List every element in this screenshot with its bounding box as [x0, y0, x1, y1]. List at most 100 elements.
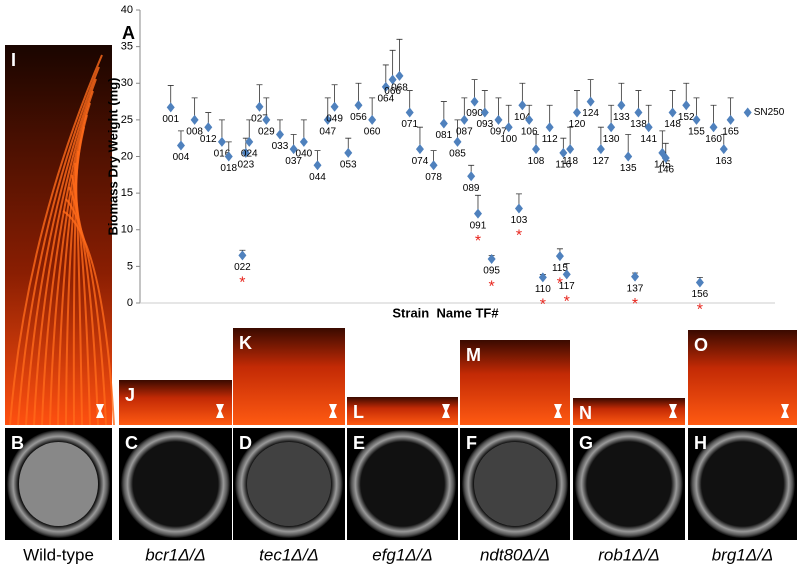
point-label: 103: [511, 215, 528, 226]
point-label: 146: [657, 165, 674, 176]
point: [596, 144, 605, 155]
point-label: 047: [319, 127, 336, 138]
significance-star: *: [632, 296, 638, 313]
point-label: 018: [220, 163, 237, 174]
hypha: [9, 54, 103, 426]
point-label: 106: [521, 127, 538, 138]
point: [405, 107, 414, 118]
hypha: [74, 162, 83, 426]
panel-letter: E: [353, 433, 365, 453]
point: [354, 100, 363, 111]
point-label: 090: [466, 108, 483, 119]
point: [323, 114, 332, 125]
point-label: 060: [364, 127, 381, 138]
hypha: [62, 210, 115, 426]
point-label: 133: [613, 112, 630, 123]
hypha: [17, 66, 100, 426]
point: [668, 107, 677, 118]
point-label: 160: [705, 134, 722, 145]
point-label: 049: [326, 113, 343, 124]
point: [566, 144, 575, 155]
biofilm: [474, 442, 556, 526]
point-label: 071: [401, 119, 418, 130]
panel-letter: M: [466, 345, 481, 365]
point: [262, 114, 271, 125]
y-tick-label: 10: [121, 224, 133, 236]
point-label: 115: [552, 263, 568, 274]
point: [460, 114, 469, 125]
point: [572, 107, 581, 118]
well-caption: bcr1Δ/Δ: [145, 545, 206, 564]
point-label: 145: [654, 159, 671, 170]
point-label: 081: [436, 130, 453, 141]
well: [575, 430, 683, 538]
point: [289, 144, 298, 155]
point-label: 138: [630, 119, 647, 130]
point-label: 124: [582, 108, 599, 119]
point: [487, 254, 496, 265]
well-caption: tec1Δ/Δ: [259, 545, 319, 564]
hypha: [65, 198, 107, 426]
point: [607, 122, 616, 133]
confocal-image: [688, 330, 797, 425]
hypha: [71, 174, 91, 426]
point: [473, 208, 482, 219]
y-tick-label: 25: [121, 114, 133, 126]
panel-letter: N: [579, 403, 592, 423]
point-label: 137: [627, 283, 644, 294]
scale-icon: [554, 404, 562, 418]
point: [245, 136, 254, 147]
significance-star: *: [697, 302, 703, 319]
y-tick-label: 40: [121, 4, 133, 16]
point-label: 016: [214, 148, 231, 159]
panel-letter: I: [11, 50, 16, 70]
point: [682, 100, 691, 111]
panel-letter: O: [694, 335, 708, 355]
biofilm: [19, 442, 98, 526]
confocal-image: [233, 328, 345, 425]
point-label: 023: [237, 159, 254, 170]
point: [470, 96, 479, 107]
y-tick-label: 0: [127, 297, 133, 309]
point-label: 148: [664, 119, 681, 130]
point: [695, 277, 704, 288]
point-label: 127: [593, 156, 610, 167]
point-label: 068: [391, 83, 408, 94]
point: [190, 114, 199, 125]
point-label: 053: [340, 159, 357, 170]
point-label: 120: [569, 119, 586, 130]
scale-icon: [216, 404, 224, 418]
point: [415, 144, 424, 155]
point: [388, 74, 397, 85]
point: [555, 251, 564, 262]
point: [518, 100, 527, 111]
point: [545, 122, 554, 133]
point: [439, 118, 448, 129]
point-label: 104: [514, 112, 531, 123]
point-label: 093: [476, 119, 493, 130]
point: [313, 160, 322, 171]
point-label: 095: [483, 266, 500, 277]
hypha: [41, 102, 91, 426]
point-label: 004: [173, 152, 190, 163]
point-label: SN250: [754, 107, 785, 118]
significance-star: *: [564, 294, 570, 311]
point-label: 022: [234, 262, 251, 273]
point: [429, 160, 438, 171]
scale-icon: [669, 404, 677, 418]
hypha: [33, 90, 94, 426]
panel-letter: K: [239, 333, 252, 353]
point: [562, 269, 571, 280]
scale-icon: [329, 404, 337, 418]
point-label: 118: [562, 156, 578, 167]
point-label: 037: [285, 156, 302, 167]
point-label: 108: [528, 156, 545, 167]
significance-star: *: [475, 233, 481, 250]
point: [743, 107, 752, 118]
point-label: 074: [412, 156, 429, 167]
point-label: 117: [559, 281, 575, 292]
y-axis-label: Biomass Dry Weight (mg): [105, 78, 120, 236]
point-label: 064: [377, 94, 394, 105]
point: [299, 136, 308, 147]
point-label: 085: [449, 148, 466, 159]
